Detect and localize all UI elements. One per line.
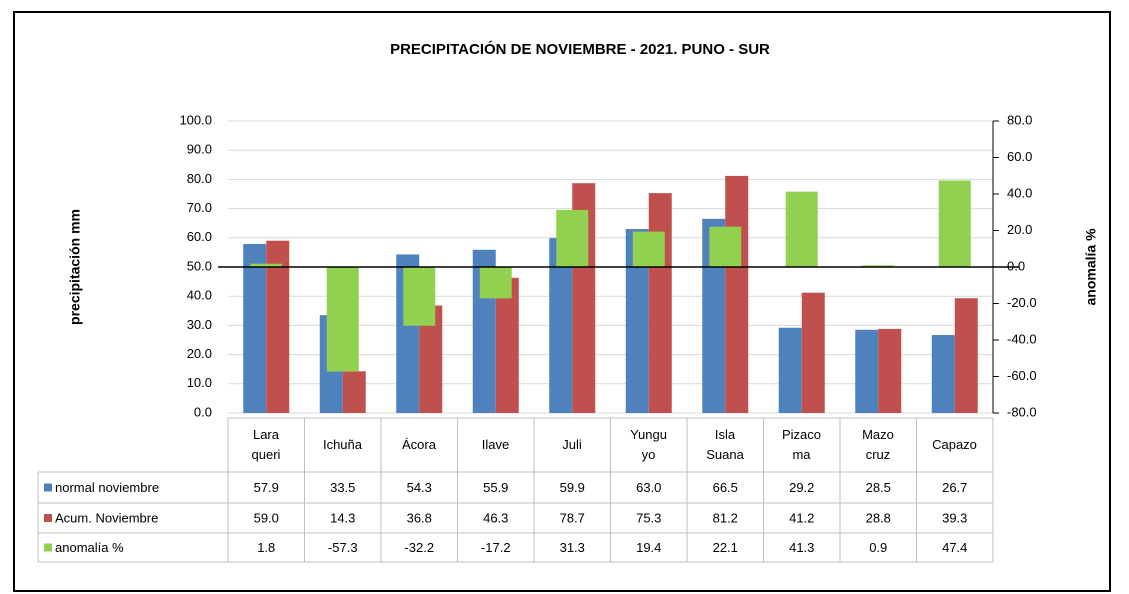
- bar: [326, 267, 359, 372]
- table-value: 1.8: [257, 540, 275, 555]
- x-tick-label: Capazo: [932, 437, 977, 452]
- bar: [266, 240, 290, 413]
- y2-tick-label: 40.0: [1007, 185, 1032, 200]
- table-value: 78.7: [560, 510, 585, 525]
- table-value: 63.0: [636, 480, 661, 495]
- legend-swatch: [44, 543, 52, 552]
- bar: [862, 265, 895, 267]
- y-tick-label: 20.0: [187, 346, 212, 361]
- bar: [556, 209, 589, 267]
- table-value: 22.1: [713, 540, 738, 555]
- x-tick-label: Mazo cruz: [862, 427, 894, 462]
- x-tick-label: Ácora: [402, 437, 436, 452]
- table-value: -32.2: [404, 540, 434, 555]
- table-value: 46.3: [483, 510, 508, 525]
- table-value: 81.2: [713, 510, 738, 525]
- table-value: -57.3: [328, 540, 358, 555]
- y2-tick-label: -60.0: [1007, 368, 1037, 383]
- x-tick-label: Pizaco ma: [781, 427, 822, 462]
- bar: [648, 193, 672, 413]
- table-value: 55.9: [483, 480, 508, 495]
- table-value: 26.7: [942, 480, 967, 495]
- table-value: 19.4: [636, 540, 661, 555]
- y-tick-label: 50.0: [187, 258, 212, 273]
- bar: [632, 231, 665, 267]
- y-tick-label: 40.0: [187, 288, 212, 303]
- table-value: 29.2: [789, 480, 814, 495]
- bar: [938, 180, 971, 267]
- x-tick-label: Juli: [562, 437, 582, 452]
- table-value: 28.5: [866, 480, 891, 495]
- table-value: 41.3: [789, 540, 814, 555]
- bar: [479, 267, 512, 299]
- bar: [419, 305, 443, 413]
- y2-tick-label: 60.0: [1007, 149, 1032, 164]
- table-value: 14.3: [330, 510, 355, 525]
- y-tick-label: 70.0: [187, 200, 212, 215]
- x-tick-label: Isla Suana: [706, 427, 744, 462]
- bar: [855, 329, 879, 413]
- bar: [403, 267, 436, 326]
- table-value: 59.0: [254, 510, 279, 525]
- table-value: 57.9: [254, 480, 279, 495]
- x-tick-label: Ilave: [481, 437, 510, 452]
- y2-tick-label: 20.0: [1007, 222, 1032, 237]
- table-value: 31.3: [560, 540, 585, 555]
- y2-tick-label: 80.0: [1007, 112, 1032, 127]
- legend-label: normal noviembre: [55, 480, 159, 495]
- y-tick-label: 80.0: [187, 171, 212, 186]
- x-tick-label: Yungu yo: [630, 427, 667, 462]
- bar: [801, 292, 825, 413]
- frame-border: [13, 11, 1111, 592]
- y-tick-label: 100.0: [179, 112, 212, 127]
- x-tick-label: Lara queri: [251, 427, 281, 462]
- y-tick-label: 0.0: [194, 404, 212, 419]
- table-value: 59.9: [560, 480, 585, 495]
- bar: [495, 277, 519, 413]
- y2-tick-label: -40.0: [1007, 331, 1037, 346]
- table-value: 36.8: [407, 510, 432, 525]
- table-value: 39.3: [942, 510, 967, 525]
- y-axis-label: precipitación mm: [67, 209, 83, 325]
- bar: [878, 328, 902, 413]
- table-value: 47.4: [942, 540, 967, 555]
- y2-axis-label: anomalía %: [1083, 228, 1099, 306]
- table-value: 0.9: [869, 540, 887, 555]
- legend-swatch: [44, 514, 52, 522]
- bar: [725, 175, 749, 413]
- y-tick-label: 30.0: [187, 317, 212, 332]
- bar: [931, 335, 955, 413]
- legend-swatch: [44, 483, 52, 492]
- table-value: 41.2: [789, 510, 814, 525]
- y2-tick-label: -80.0: [1007, 404, 1037, 419]
- table-value: 75.3: [636, 510, 661, 525]
- table-value: 54.3: [407, 480, 432, 495]
- chart-title: PRECIPITACIÓN DE NOVIEMBRE - 2021. PUNO …: [390, 40, 770, 58]
- x-tick-label: Ichuña: [322, 437, 363, 452]
- bar: [243, 243, 267, 413]
- legend-label: Acum. Noviembre: [55, 510, 158, 525]
- bar: [785, 191, 818, 267]
- table-value: 28.8: [866, 510, 891, 525]
- y-tick-label: 10.0: [187, 375, 212, 390]
- bar: [778, 327, 802, 413]
- bar: [549, 238, 573, 413]
- bar: [709, 226, 742, 267]
- bar: [342, 371, 366, 413]
- bar: [250, 263, 283, 267]
- table-value: 33.5: [330, 480, 355, 495]
- y-tick-label: 60.0: [187, 229, 212, 244]
- bar: [954, 298, 978, 413]
- legend-label: anomalía %: [55, 540, 124, 555]
- y-tick-label: 90.0: [187, 142, 212, 157]
- y2-tick-label: 0.0: [1007, 258, 1025, 273]
- bar: [625, 229, 649, 413]
- table-value: -17.2: [481, 540, 511, 555]
- y2-tick-label: -20.0: [1007, 295, 1037, 310]
- table-value: 66.5: [713, 480, 738, 495]
